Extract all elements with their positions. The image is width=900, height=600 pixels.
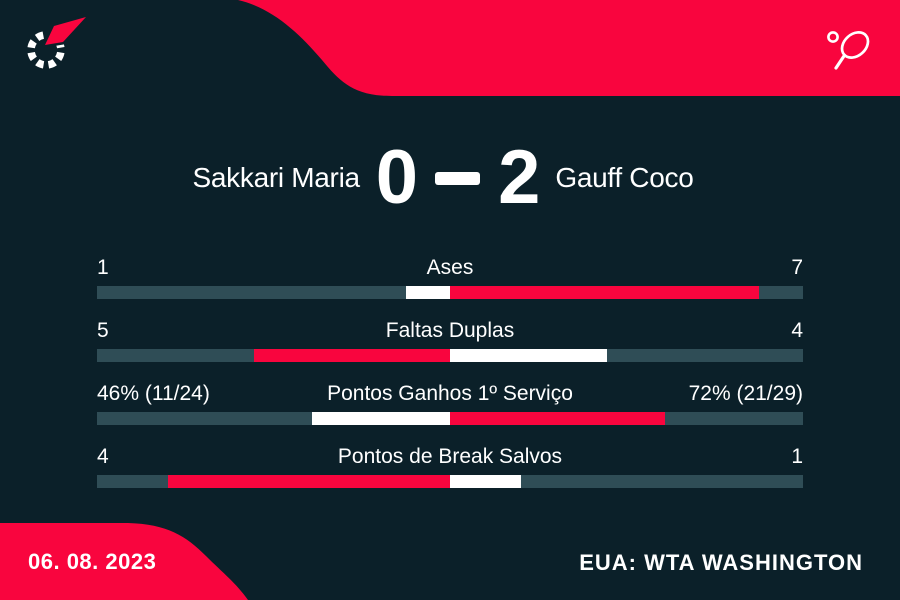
tournament-name: EUA: WTA WASHINGTON xyxy=(579,550,863,575)
stat-row: 5 Faltas Duplas 4 xyxy=(97,319,803,362)
stat-bar-left-segment xyxy=(253,349,450,362)
stats-panel: 1 Ases 7 5 Faltas Duplas 4 46% (11 xyxy=(97,256,803,488)
stat-value-right: 72% (21/29) xyxy=(688,382,803,405)
stat-labels: 4 Pontos de Break Salvos 1 xyxy=(97,445,803,469)
stat-label: Pontos de Break Salvos xyxy=(337,445,563,468)
stat-value-left: 5 xyxy=(97,319,109,342)
stat-bar-track xyxy=(97,286,803,299)
tennis-racket-icon xyxy=(827,31,870,70)
stat-bar-right-segment xyxy=(450,286,759,299)
stat-value-left: 46% (11/24) xyxy=(97,382,210,405)
stat-row: 1 Ases 7 xyxy=(97,256,803,299)
stat-row: 4 Pontos de Break Salvos 1 xyxy=(97,445,803,488)
scoreline: Sakkari Maria 0 2 Gauff Coco xyxy=(0,130,900,226)
player2-name: Gauff Coco xyxy=(555,162,694,193)
stat-bar-track xyxy=(97,349,803,362)
stat-bar-left-segment xyxy=(167,475,450,488)
stat-label: Faltas Duplas xyxy=(385,319,515,342)
bottom-red-ribbon xyxy=(0,523,248,600)
match-date: 06. 08. 2023 xyxy=(28,549,157,574)
speedometer-logo-icon xyxy=(27,14,89,69)
player1-name: Sakkari Maria xyxy=(192,162,361,193)
logo-red-needle xyxy=(42,14,89,48)
top-red-ribbon xyxy=(238,0,900,96)
stat-bar-left-segment xyxy=(405,286,450,299)
stat-value-right: 1 xyxy=(791,445,803,468)
stat-bar-right-segment xyxy=(450,412,666,425)
player1-set-score: 0 xyxy=(375,135,418,220)
stat-value-right: 7 xyxy=(791,256,803,279)
stat-value-left: 1 xyxy=(97,256,109,279)
stat-labels: 1 Ases 7 xyxy=(97,256,803,280)
stat-value-right: 4 xyxy=(791,319,803,342)
stat-bar-track xyxy=(97,475,803,488)
racket-handle xyxy=(834,54,846,70)
player2-set-score: 2 xyxy=(498,135,540,220)
stat-bar-left-segment xyxy=(312,412,450,425)
stat-label: Pontos Ganhos 1º Serviço xyxy=(327,382,573,405)
stat-label: Ases xyxy=(426,256,474,279)
stat-value-left: 4 xyxy=(97,445,109,468)
top-red-ribbon-shape xyxy=(238,0,900,96)
stat-bar-right-segment xyxy=(450,349,607,362)
stat-labels: 5 Faltas Duplas 4 xyxy=(97,319,803,343)
stat-bar-right-segment xyxy=(450,475,521,488)
score-separator-dash xyxy=(435,171,481,185)
stat-bar-track xyxy=(97,412,803,425)
bottom-red-ribbon-shape xyxy=(0,523,248,600)
stat-labels: 46% (11/24) Pontos Ganhos 1º Serviço 72%… xyxy=(97,382,803,406)
stat-row: 46% (11/24) Pontos Ganhos 1º Serviço 72%… xyxy=(97,382,803,425)
tennis-ball-icon xyxy=(827,31,839,43)
